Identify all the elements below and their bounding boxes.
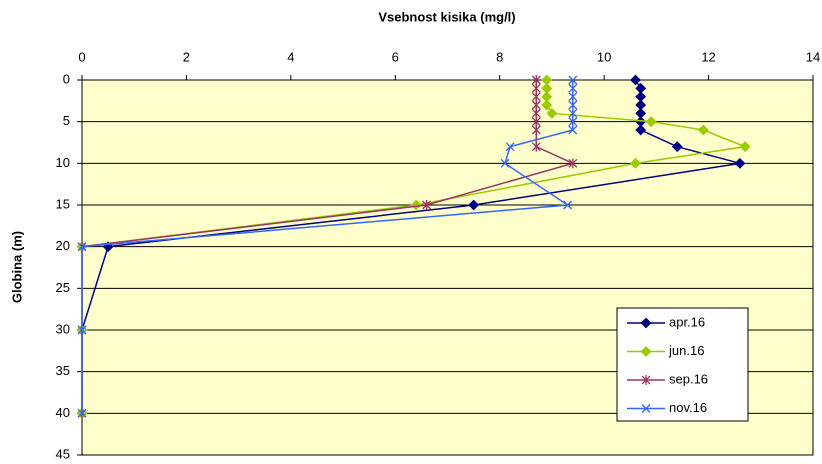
legend-label: jun.16: [668, 343, 704, 358]
data-point: [422, 200, 432, 210]
data-point: [568, 117, 578, 127]
legend-label: sep.16: [669, 371, 708, 386]
y-tick-label: 40: [56, 405, 70, 420]
data-point: [671, 141, 683, 153]
x-tick-label: 14: [806, 49, 820, 64]
data-point: [635, 124, 647, 136]
data-point: [568, 108, 578, 118]
data-point: [645, 116, 657, 128]
y-tick-label: 45: [56, 446, 70, 461]
legend-marker: [640, 346, 652, 357]
data-point: [77, 325, 87, 335]
data-point: [541, 99, 553, 111]
y-tick-label: 5: [63, 113, 70, 128]
data-point: [630, 157, 641, 169]
y-tick-label: 10: [56, 155, 70, 170]
data-point: [531, 141, 541, 152]
x-tick-label: 8: [496, 49, 503, 64]
y-tick-label: 0: [63, 71, 70, 86]
chart-title: Vsebnost kisika (mg/l): [378, 9, 515, 24]
y-tick-label: 35: [56, 363, 70, 378]
data-point: [568, 75, 578, 85]
data-point: [563, 200, 573, 210]
x-tick-label: 10: [597, 49, 611, 64]
y-tick-label: 30: [56, 321, 70, 336]
data-point: [531, 108, 541, 119]
data-point: [468, 199, 480, 211]
data-point: [500, 158, 510, 168]
data-point: [531, 125, 541, 135]
legend-box: [616, 307, 749, 422]
data-point: [531, 83, 541, 94]
data-point: [739, 141, 751, 153]
legend-marker: [640, 317, 652, 329]
y-tick-label: 15: [56, 196, 70, 211]
data-point: [568, 158, 578, 169]
data-point: [410, 199, 422, 211]
data-point: [630, 74, 641, 86]
x-tick-label: 2: [183, 49, 190, 64]
data-point: [568, 100, 578, 110]
x-tick-label: 0: [78, 49, 85, 64]
data-point: [77, 408, 87, 418]
data-point: [697, 124, 709, 136]
data-point: [568, 83, 578, 93]
x-tick-label: 4: [287, 49, 294, 64]
data-point: [546, 107, 558, 119]
legend-label: nov.16: [669, 400, 707, 415]
data-point: [568, 92, 578, 102]
data-point: [77, 242, 87, 252]
y-axis-label: Globina (m): [9, 231, 24, 303]
legend-label: apr.16: [669, 314, 705, 329]
x-tick-label: 6: [392, 49, 399, 64]
data-point: [505, 142, 515, 152]
data-point: [734, 157, 746, 169]
legend-marker: [641, 375, 651, 385]
y-tick-label: 20: [56, 238, 70, 253]
x-tick-label: 12: [701, 49, 715, 64]
y-tick-label: 25: [56, 280, 70, 295]
legend-marker: [641, 404, 651, 413]
data-point: [568, 125, 578, 135]
